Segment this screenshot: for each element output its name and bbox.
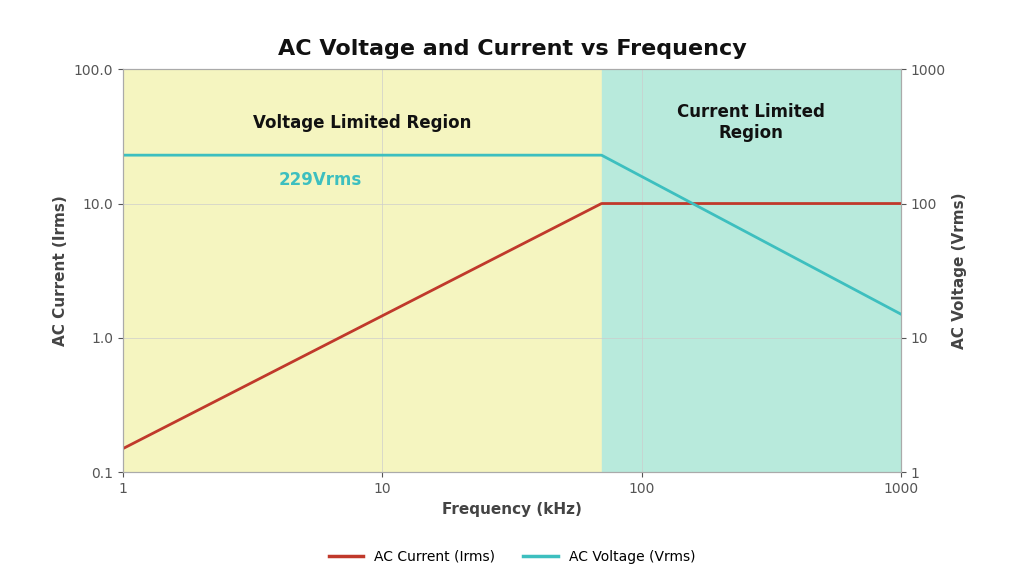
- Title: AC Voltage and Current vs Frequency: AC Voltage and Current vs Frequency: [278, 39, 746, 59]
- Text: Voltage Limited Region: Voltage Limited Region: [253, 113, 471, 131]
- Text: Current Limited
Region: Current Limited Region: [678, 103, 825, 142]
- Y-axis label: AC Voltage (Vrms): AC Voltage (Vrms): [951, 192, 967, 349]
- X-axis label: Frequency (kHz): Frequency (kHz): [442, 502, 582, 517]
- Bar: [123, 69, 601, 472]
- Bar: [601, 69, 901, 472]
- Legend: AC Current (Irms), AC Voltage (Vrms): AC Current (Irms), AC Voltage (Vrms): [323, 544, 701, 569]
- Text: 229Vrms: 229Vrms: [280, 171, 362, 189]
- Y-axis label: AC Current (Irms): AC Current (Irms): [53, 195, 69, 346]
